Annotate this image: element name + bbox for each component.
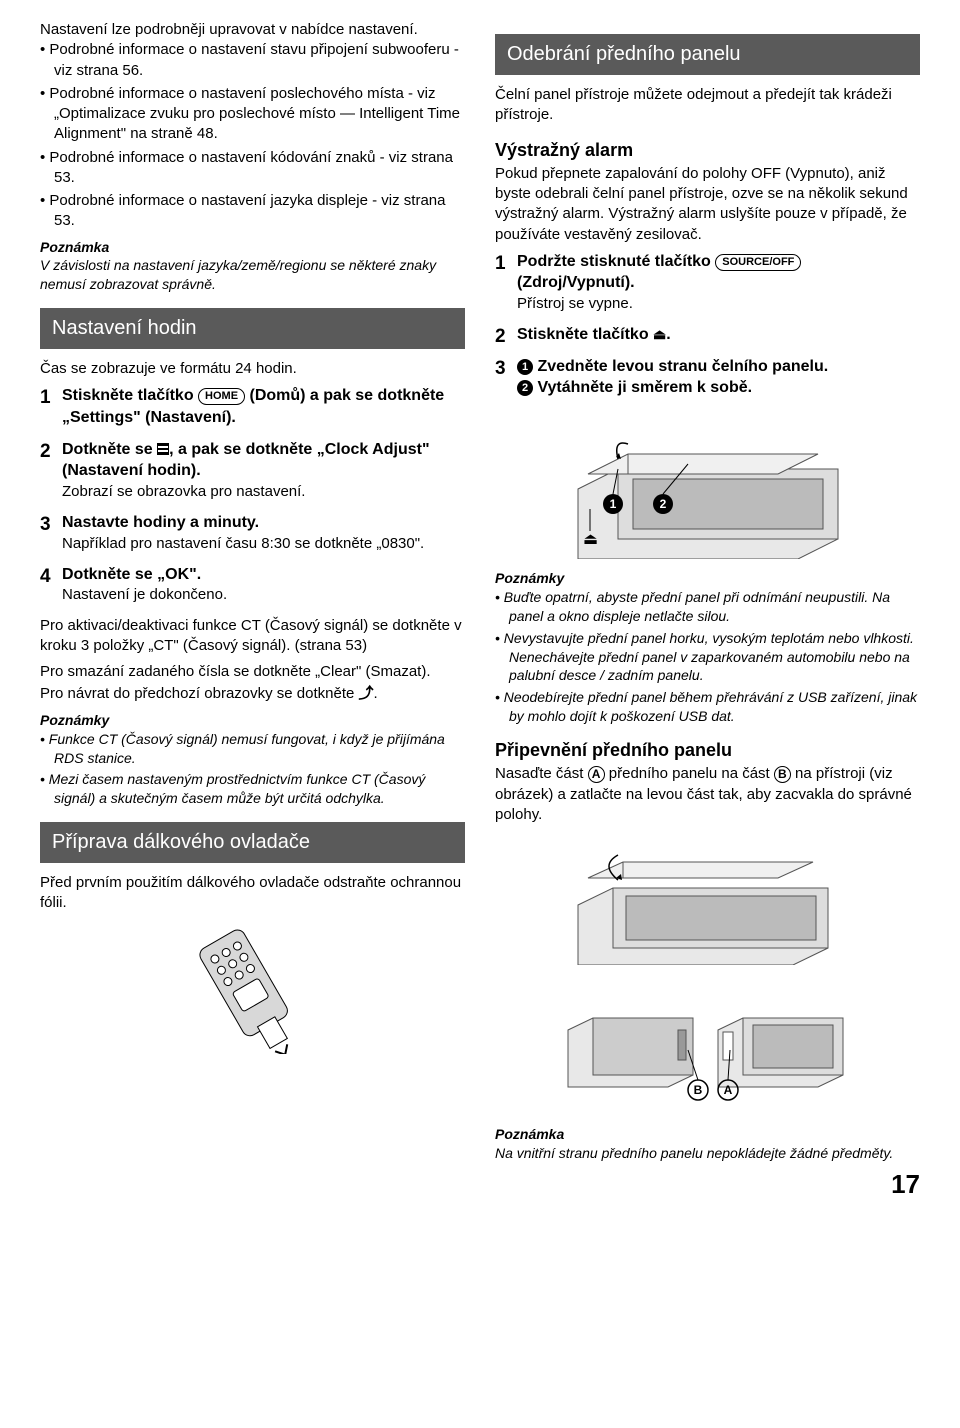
svg-text:B: B: [693, 1083, 702, 1097]
detach-illustration: 1 2 ⏏: [548, 409, 868, 559]
dstep-1-title: Podržte stisknuté tlačítko SOURCE/OFF (Z…: [517, 253, 801, 292]
step-1-num: 1: [40, 385, 51, 411]
settings-bullets: Podrobné informace o nastavení stavu při…: [40, 40, 465, 231]
circ-1: 1: [517, 359, 533, 375]
home-button-label: HOME: [198, 388, 245, 405]
dstep-2-title: Stiskněte tlačítko ⏏.: [517, 326, 671, 343]
attach-text: Nasaďte část A předního panelu na část B…: [495, 764, 920, 825]
note2-2: Mezi časem nastaveným prostřednictvím fu…: [40, 770, 465, 808]
detach-steps: 1 Podržte stisknuté tlačítko SOURCE/OFF …: [495, 251, 920, 399]
dnote-3: Neodebírejte přední panel během přehrává…: [495, 688, 920, 726]
svg-text:2: 2: [659, 497, 666, 511]
note3-label: Poznámka: [495, 1125, 920, 1144]
notes-label: Poznámky: [495, 569, 920, 588]
step-4-title: Dotkněte se „OK".: [62, 566, 201, 583]
notes2-list: Funkce CT (Časový signál) nemusí fungova…: [40, 730, 465, 809]
svg-text:A: A: [723, 1083, 732, 1097]
section-detach: Odebrání předního panelu: [495, 34, 920, 75]
step-3-title: Nastavte hodiny a minuty.: [62, 514, 259, 531]
bullet-3: Podrobné informace o nastavení kódování …: [40, 148, 465, 189]
remote-illustration: [173, 924, 333, 1054]
bullet-1: Podrobné informace o nastavení stavu při…: [40, 40, 465, 81]
dnote-1: Buďte opatrní, abyste přední panel při o…: [495, 588, 920, 626]
section-clock: Nastavení hodin: [40, 308, 465, 349]
intro-text: Nastavení lze podrobněji upravovat v nab…: [40, 20, 465, 40]
dstep-3-num: 3: [495, 356, 506, 382]
note2-1: Funkce CT (Časový signál) nemusí fungova…: [40, 730, 465, 768]
dstep-2-num: 2: [495, 324, 506, 350]
step-4-num: 4: [40, 564, 51, 590]
step-3-num: 3: [40, 512, 51, 538]
dstep-1-body: Přístroj se vypne.: [517, 294, 920, 314]
source-off-button-label: SOURCE/OFF: [715, 254, 801, 271]
detach-notes: Buďte opatrní, abyste přední panel při o…: [495, 588, 920, 726]
grid-icon: [157, 443, 169, 455]
bullet-2: Podrobné informace o nastavení poslechov…: [40, 84, 465, 145]
step-4-body: Nastavení je dokončeno.: [62, 585, 465, 605]
step-1-title: Stiskněte tlačítko HOME (Domů) a pak se …: [62, 387, 444, 426]
clock-intro: Čas se zobrazuje ve formátu 24 hodin.: [40, 359, 465, 379]
ct-info: Pro aktivaci/deaktivaci funkce CT (Časov…: [40, 616, 465, 657]
back-icon: ⤴: [359, 685, 374, 702]
eject-icon: ⏏: [653, 326, 666, 342]
note-label: Poznámka: [40, 238, 465, 257]
alarm-heading: Výstražný alarm: [495, 138, 920, 162]
detach-intro: Čelní panel přístroje můžete odejmout a …: [495, 85, 920, 126]
label-a: A: [588, 766, 605, 783]
back-info: Pro návrat do předchozí obrazovky se dot…: [40, 684, 465, 704]
step-3-body: Například pro nastavení času 8:30 se dot…: [62, 534, 465, 554]
circ-2: 2: [517, 380, 533, 396]
step-2-num: 2: [40, 439, 51, 465]
alarm-text: Pokud přepnete zapalování do polohy OFF …: [495, 164, 920, 245]
dstep-1-num: 1: [495, 251, 506, 277]
dnote-2: Nevystavujte přední panel horku, vysokým…: [495, 629, 920, 686]
clear-info: Pro smazání zadaného čísla se dotkněte „…: [40, 662, 465, 682]
dstep-3-title: 1 Zvedněte levou stranu čelního panelu. …: [517, 358, 828, 397]
svg-text:⏏: ⏏: [583, 531, 598, 548]
step-2-body: Zobrazí se obrazovka pro nastavení.: [62, 482, 465, 502]
attach-illustration-1: [548, 835, 868, 965]
step-2-title: Dotkněte se , a pak se dotkněte „Clock A…: [62, 441, 430, 480]
section-remote: Příprava dálkového ovladače: [40, 822, 465, 863]
bullet-4: Podrobné informace o nastavení jazyka di…: [40, 191, 465, 232]
attach-heading: Připevnění předního panelu: [495, 738, 920, 762]
label-b: B: [774, 766, 791, 783]
attach-illustration-2: B A: [548, 975, 868, 1115]
page-number: 17: [495, 1167, 920, 1202]
clock-steps: 1 Stiskněte tlačítko HOME (Domů) a pak s…: [40, 385, 465, 605]
svg-text:1: 1: [609, 497, 616, 511]
note-text: V závislosti na nastavení jazyka/země/re…: [40, 256, 465, 294]
remote-text: Před prvním použitím dálkového ovladače …: [40, 873, 465, 914]
note3-text: Na vnitřní stranu předního panelu nepokl…: [495, 1144, 920, 1163]
notes2-label: Poznámky: [40, 711, 465, 730]
